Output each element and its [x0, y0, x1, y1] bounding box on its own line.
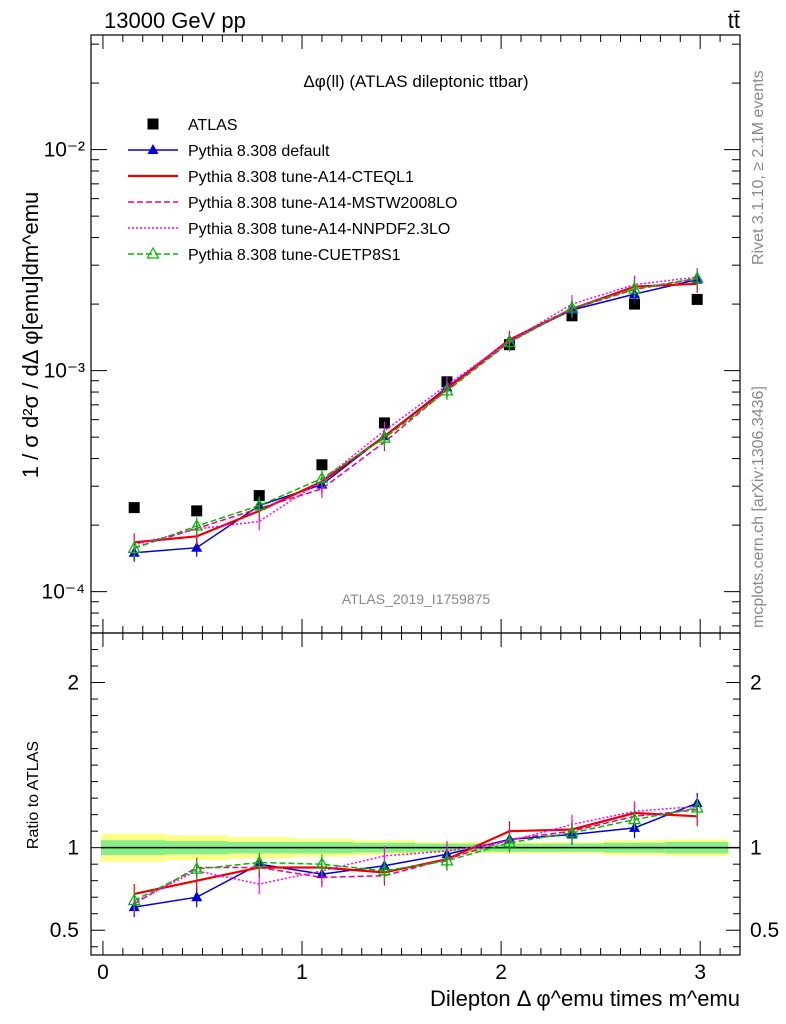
main-axes: 10⁻⁴ 10⁻³ 10⁻² — [42, 35, 740, 633]
ratio-series-line — [133, 805, 698, 903]
ratio-point — [565, 825, 579, 838]
ratio-y-tick-label-right: 0.5 — [750, 919, 779, 942]
main-y-tick-label: 10⁻³ — [44, 360, 85, 383]
mc-point — [565, 300, 579, 313]
main-series-line — [133, 277, 698, 550]
ratio-point — [252, 855, 266, 868]
main-y-tick-label: 10⁻² — [44, 139, 85, 162]
ratio-series-layer — [127, 793, 704, 918]
mc-point — [190, 518, 204, 531]
rivet-label: Rivet 3.1.10, ≥ 2.1M events — [750, 70, 767, 265]
x-tick-label: 3 — [694, 961, 706, 984]
data-point — [253, 490, 265, 502]
legend-label: Pythia 8.308 tune-CUETP8S1 — [188, 247, 401, 264]
ratio-point — [190, 861, 204, 874]
ratio-point — [377, 863, 391, 876]
header-energy: 13000 GeV pp — [104, 8, 246, 33]
mcplots-label: mcplots.cern.ch [arXiv:1306.3436] — [750, 386, 767, 628]
main-series-line — [134, 276, 698, 546]
ratio-point — [315, 856, 329, 869]
ratio-point — [627, 812, 642, 825]
main-title: Δφ(ll) (ATLAS dileptonic ttbar) — [303, 72, 528, 91]
mc-point — [502, 335, 516, 348]
legend-label: Pythia 8.308 tune-A14-NNPDF2.3LO — [188, 221, 450, 238]
mc-point — [377, 430, 391, 443]
ratio-point — [191, 891, 203, 902]
ratio-y-tick-label-right: 1 — [750, 837, 762, 860]
data-point — [191, 505, 203, 517]
ratio-series-line — [133, 807, 698, 902]
ratio-series-line — [133, 808, 698, 905]
x-tick-label: 2 — [495, 961, 507, 984]
x-tick-label: 0 — [97, 961, 109, 984]
x-axis-label: Dilepton Δ φ^emu times m^emu — [430, 986, 740, 1011]
mc-point — [690, 270, 704, 283]
ratio-series-line — [134, 802, 698, 908]
ratio-y-tick-label-right: 2 — [750, 672, 762, 695]
data-point — [128, 502, 140, 514]
data-point — [691, 293, 703, 305]
data-point — [628, 298, 640, 310]
mc-point — [191, 541, 203, 552]
ratio-point — [690, 800, 704, 813]
ratio-y-tick-label: 1 — [67, 837, 79, 860]
ratio-point — [440, 853, 454, 866]
main-series-line — [134, 282, 698, 544]
legend-label: ATLAS — [188, 117, 238, 134]
main-ylabel: 1 / σ d²σ / dΔ φ[emu]dm^emu — [18, 192, 43, 479]
mc-point — [127, 541, 141, 553]
ratio-axes: 0.5 0.5 1 1 2 2 0 1 2 3 — [50, 633, 779, 984]
mc-point — [440, 383, 454, 396]
legend-marker — [147, 118, 159, 130]
mc-point — [252, 498, 266, 511]
header-process: tt̄ — [728, 8, 740, 33]
legend-marker — [147, 144, 159, 154]
main-series-line — [133, 278, 698, 549]
legend: ATLAS Pythia 8.308 default Pythia 8.308 tu… — [128, 117, 457, 264]
analysis-id: ATLAS_2019_I1759875 — [342, 591, 491, 607]
ratio-point — [127, 893, 141, 906]
ratio-y-tick-label: 0.5 — [50, 919, 79, 942]
legend-label: Pythia 8.308 default — [188, 143, 330, 160]
x-tick-label: 1 — [296, 961, 308, 984]
mc-point — [627, 281, 642, 294]
legend-marker — [146, 246, 160, 259]
ratio-frame — [90, 632, 741, 956]
data-point — [316, 459, 328, 471]
ratio-y-tick-label: 2 — [67, 672, 79, 695]
legend-label: Pythia 8.308 tune-A14-CTEQL1 — [188, 169, 414, 186]
main-series-layer — [127, 268, 704, 562]
ratio-point — [502, 835, 516, 848]
legend-label: Pythia 8.308 tune-A14-MSTW2008LO — [188, 195, 457, 212]
mc-point — [315, 471, 329, 484]
main-y-tick-label: 10⁻⁴ — [42, 581, 85, 604]
ratio-ylabel: Ratio to ATLAS — [25, 741, 42, 849]
